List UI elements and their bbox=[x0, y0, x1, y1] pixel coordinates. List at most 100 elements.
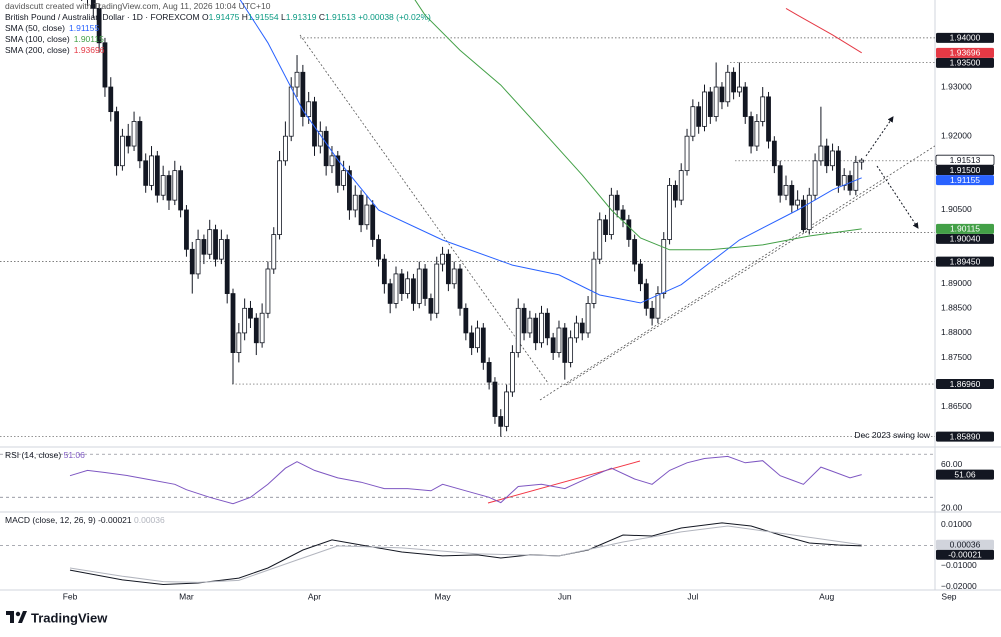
price-badge-label: 1.90115 bbox=[950, 224, 980, 234]
candle-body bbox=[672, 184, 678, 201]
y-tick-label: 1.93000 bbox=[941, 81, 972, 91]
candle-body bbox=[783, 184, 789, 196]
candle-body bbox=[725, 71, 731, 103]
candle-body bbox=[748, 116, 754, 147]
price-badge bbox=[936, 165, 994, 176]
candle-body bbox=[737, 86, 742, 93]
ohlc-value: 1.91513 bbox=[324, 12, 356, 22]
candle-body bbox=[585, 303, 591, 334]
y-tick-label: 1.89000 bbox=[941, 278, 972, 288]
candle-body bbox=[120, 135, 125, 167]
candle-body bbox=[480, 327, 486, 363]
candle-body bbox=[777, 165, 783, 196]
candle-body bbox=[131, 121, 137, 147]
candle-body bbox=[224, 239, 230, 294]
candle-body bbox=[184, 209, 189, 250]
legend-name: SMA (200, close) bbox=[5, 45, 70, 55]
candle-body bbox=[614, 194, 620, 211]
signal-value: 0.00036 bbox=[134, 515, 165, 525]
candle-body bbox=[771, 140, 777, 167]
price-badge bbox=[935, 154, 995, 166]
price-badge bbox=[936, 32, 994, 43]
legend-entry: SMA (200, close) 1.93696 bbox=[5, 45, 431, 56]
price-badge bbox=[936, 549, 994, 560]
candle-body bbox=[638, 263, 643, 285]
ohlc-key: C bbox=[318, 12, 325, 22]
price-badge bbox=[936, 539, 994, 550]
macd-title: MACD (close, 12, 26, 9) bbox=[5, 515, 96, 525]
y-tick-label: 0.01000 bbox=[941, 519, 972, 529]
ohlc-key: L bbox=[280, 12, 286, 22]
price-badge-label: 1.91513 bbox=[950, 155, 981, 165]
candle-body bbox=[178, 170, 184, 211]
candle-body bbox=[445, 253, 451, 285]
candle-body bbox=[282, 135, 288, 162]
candle-body bbox=[416, 268, 422, 304]
rsi-title: RSI (14, close) bbox=[5, 450, 62, 460]
candle-body bbox=[678, 170, 684, 201]
candle-body bbox=[655, 293, 661, 319]
candle-body bbox=[475, 327, 480, 349]
candle-body bbox=[789, 184, 795, 206]
candle-body bbox=[510, 352, 515, 393]
y-tick-label: 1.88500 bbox=[941, 303, 972, 313]
series-line bbox=[69, 522, 862, 586]
price-badge bbox=[936, 175, 994, 186]
y-tick-label: 1.90500 bbox=[941, 204, 972, 214]
candle-body bbox=[329, 155, 335, 167]
price-badge-label: 1.91155 bbox=[950, 175, 980, 185]
candle-body bbox=[713, 86, 719, 117]
candle-body bbox=[504, 391, 509, 427]
candle-body bbox=[661, 239, 667, 294]
legend-name: SMA (50, close) bbox=[5, 23, 65, 33]
rsi-legend: RSI (14, close) 51.06 bbox=[5, 450, 85, 460]
candle-body bbox=[323, 130, 329, 167]
candle-body bbox=[457, 268, 463, 309]
candle-body bbox=[271, 234, 277, 270]
candle-body bbox=[172, 170, 178, 201]
candle-body bbox=[405, 278, 411, 294]
trendline bbox=[299, 34, 549, 384]
y-tick-label: −0.01000 bbox=[941, 560, 977, 570]
macd-value: -0.00021 bbox=[98, 515, 132, 525]
x-tick-label: Jul bbox=[687, 591, 698, 601]
pane bbox=[0, 453, 935, 505]
candle-body bbox=[795, 199, 801, 206]
legend-entry: SMA (100, close) 1.90115 bbox=[5, 34, 431, 45]
macd-legend: MACD (close, 12, 26, 9) -0.00021 0.00036 bbox=[5, 515, 165, 525]
brand: TradingView bbox=[31, 610, 108, 625]
series-line bbox=[69, 455, 862, 505]
price-badge bbox=[936, 256, 994, 267]
candle-body bbox=[539, 312, 544, 344]
candle-body bbox=[562, 327, 568, 363]
pane bbox=[0, 522, 935, 586]
candle-body bbox=[492, 381, 498, 417]
ohlc-value: 1.91554 bbox=[247, 12, 279, 22]
candle-body bbox=[96, 7, 102, 44]
arrow bbox=[865, 116, 894, 157]
y-tick-label: −0.02000 bbox=[941, 581, 977, 591]
price-badge bbox=[936, 379, 994, 390]
series-line bbox=[239, 0, 862, 304]
price-badge-label: 51.06 bbox=[954, 469, 976, 479]
y-tick-label: 20.00 bbox=[941, 502, 963, 512]
candle-body bbox=[574, 322, 579, 339]
candle-body bbox=[702, 91, 707, 127]
candle-body bbox=[335, 155, 341, 186]
candle-body bbox=[364, 204, 370, 226]
candle-body bbox=[207, 229, 213, 255]
candle-body bbox=[818, 145, 824, 162]
price-badge-label: 1.91500 bbox=[950, 165, 981, 175]
candle-body bbox=[801, 199, 806, 231]
candle-body bbox=[137, 121, 143, 162]
candle-body bbox=[527, 317, 533, 334]
candle-body bbox=[154, 155, 160, 196]
candle-body bbox=[859, 159, 865, 163]
legend-value: 1.90115 bbox=[73, 34, 104, 44]
price-badge-label: -0.00021 bbox=[948, 549, 982, 559]
candle-body bbox=[696, 106, 702, 127]
candle-body bbox=[451, 268, 457, 285]
price-badge-label: 1.90040 bbox=[950, 234, 981, 244]
